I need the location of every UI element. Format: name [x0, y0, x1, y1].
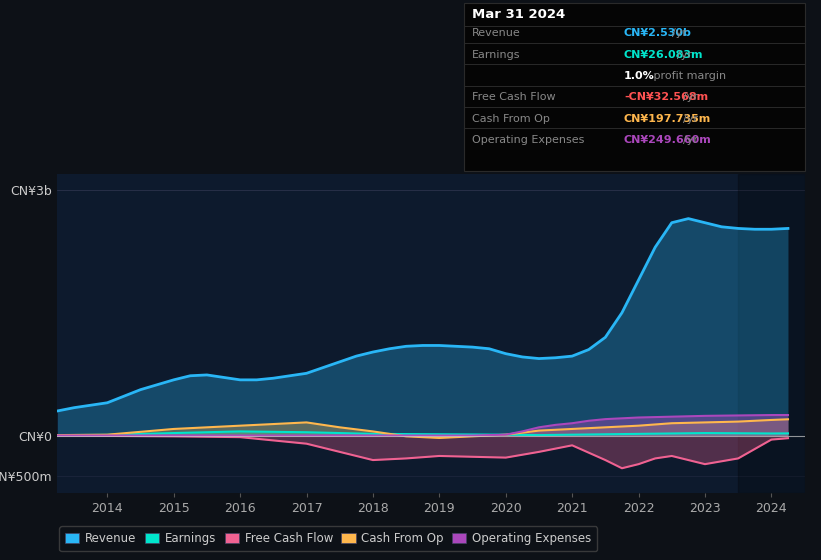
Legend: Revenue, Earnings, Free Cash Flow, Cash From Op, Operating Expenses: Revenue, Earnings, Free Cash Flow, Cash …	[59, 526, 598, 551]
Text: 1.0%: 1.0%	[624, 71, 654, 81]
Text: CN¥2.530b: CN¥2.530b	[624, 29, 692, 39]
Text: /yr: /yr	[683, 135, 698, 145]
Text: profit margin: profit margin	[650, 71, 727, 81]
Text: CN¥197.735m: CN¥197.735m	[624, 114, 711, 124]
Text: /yr: /yr	[677, 50, 692, 60]
Text: /yr: /yr	[672, 29, 687, 39]
Text: Earnings: Earnings	[472, 50, 521, 60]
Text: Mar 31 2024: Mar 31 2024	[472, 8, 566, 21]
Bar	[738, 174, 805, 493]
Text: CN¥26.083m: CN¥26.083m	[624, 50, 704, 60]
Text: -CN¥32.568m: -CN¥32.568m	[624, 92, 708, 102]
Text: /yr: /yr	[683, 92, 698, 102]
Text: Free Cash Flow: Free Cash Flow	[472, 92, 556, 102]
Text: Operating Expenses: Operating Expenses	[472, 135, 585, 145]
Text: /yr: /yr	[683, 114, 698, 124]
Text: Cash From Op: Cash From Op	[472, 114, 550, 124]
Text: CN¥249.660m: CN¥249.660m	[624, 135, 712, 145]
Text: Revenue: Revenue	[472, 29, 521, 39]
